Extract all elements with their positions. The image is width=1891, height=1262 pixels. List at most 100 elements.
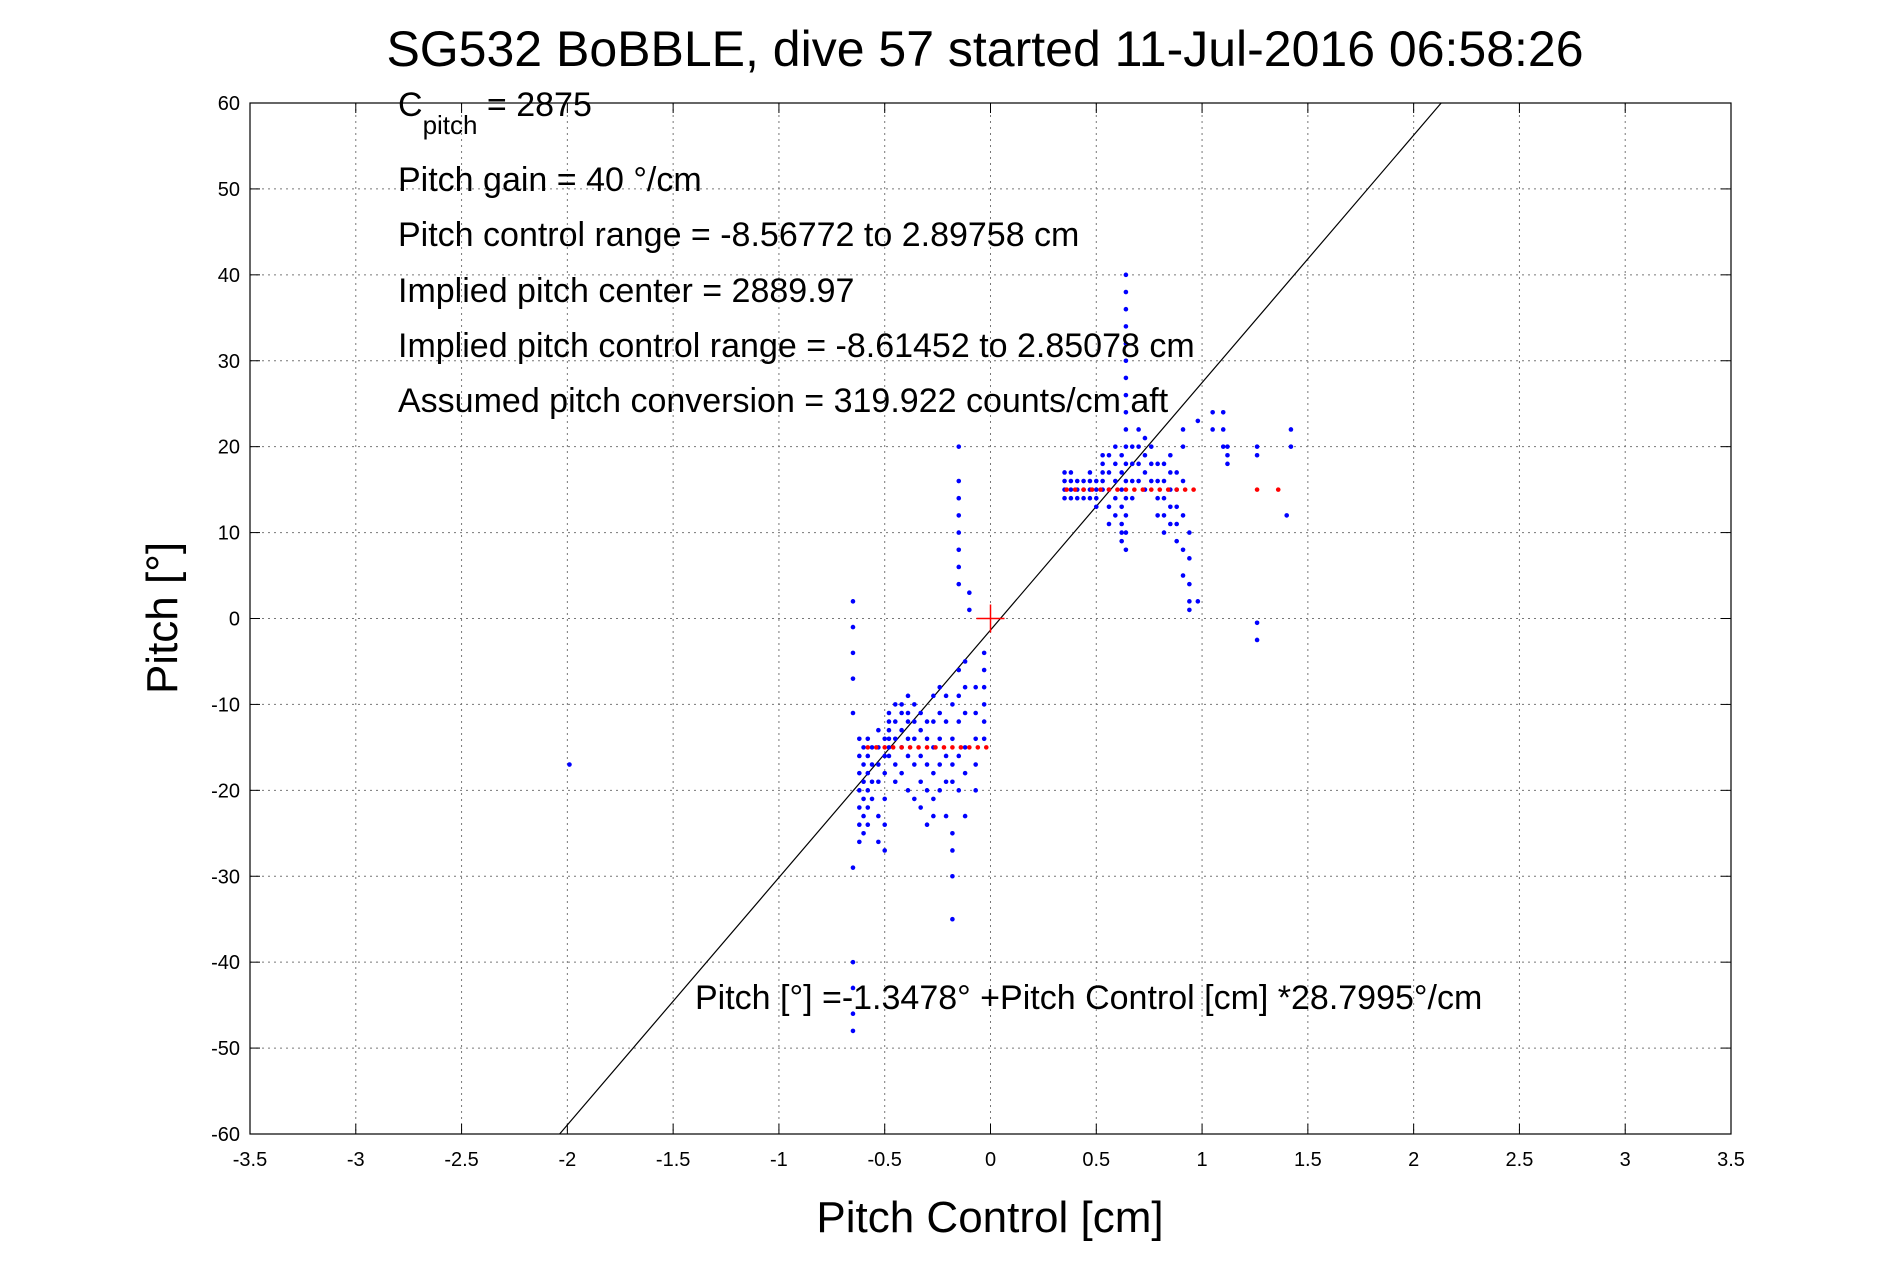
observed-point	[850, 710, 856, 716]
observed-point	[1129, 444, 1135, 449]
observed-point	[892, 702, 898, 707]
observed-point	[1168, 470, 1173, 475]
observed-point	[1123, 530, 1129, 535]
observed-point	[924, 788, 930, 793]
observed-point	[857, 770, 862, 776]
observed-point	[899, 710, 904, 716]
observed-point	[950, 779, 955, 785]
x-tick-label: -3	[347, 1149, 365, 1171]
observed-point	[861, 796, 866, 802]
observed-point	[1155, 495, 1160, 501]
observed-point	[924, 736, 930, 742]
target-point	[1174, 487, 1179, 492]
observed-point	[1087, 495, 1093, 501]
annotation-line-2: Pitch control range = -8.56772 to 2.8975…	[398, 216, 1079, 254]
observed-point	[905, 719, 911, 724]
annotation-c-pitch: Cpitch = 2875	[398, 86, 592, 140]
observed-point	[850, 959, 856, 965]
observed-point	[1123, 375, 1129, 381]
observed-point	[1180, 547, 1186, 553]
target-point	[899, 745, 904, 750]
observed-point	[886, 745, 892, 750]
observed-point	[850, 650, 856, 656]
observed-point	[1100, 478, 1105, 484]
observed-point	[973, 788, 978, 793]
observed-point	[950, 830, 955, 836]
observed-point	[899, 727, 904, 733]
annotation-line-1: Pitch gain = 40 °/cm	[398, 161, 702, 199]
observed-point	[1123, 461, 1129, 467]
observed-point	[869, 762, 875, 767]
observed-point	[865, 805, 871, 810]
observed-point	[1113, 478, 1118, 484]
annotation-line-3: Implied pitch center = 2889.97	[398, 272, 854, 310]
observed-point	[861, 745, 866, 750]
observed-point	[1093, 478, 1099, 484]
observed-point	[956, 564, 962, 570]
observed-point	[1161, 495, 1167, 501]
observed-point	[981, 684, 987, 690]
observed-point	[865, 770, 871, 776]
observed-point	[1148, 444, 1154, 449]
observed-point	[1113, 495, 1118, 501]
observed-point	[876, 779, 881, 785]
observed-point	[882, 796, 888, 802]
x-tick-label: 0	[985, 1149, 996, 1171]
observed-point	[1288, 427, 1294, 432]
observed-point	[1254, 637, 1260, 643]
observed-point	[918, 710, 923, 716]
observed-point	[1174, 470, 1179, 475]
observed-point	[1225, 444, 1230, 449]
observed-point	[950, 873, 955, 879]
x-tick-label: -2	[558, 1149, 576, 1171]
observed-point	[886, 736, 892, 742]
observed-point	[937, 710, 943, 716]
observed-point	[1210, 410, 1215, 415]
data-points	[567, 272, 1294, 1034]
observed-point	[1155, 513, 1160, 518]
observed-point	[1225, 452, 1230, 458]
observed-point	[1087, 478, 1093, 484]
observed-point	[882, 848, 888, 853]
observed-point	[1068, 478, 1074, 484]
observed-point	[1123, 272, 1129, 278]
observed-point	[1129, 478, 1135, 484]
observed-point	[1161, 478, 1167, 484]
observed-point	[931, 813, 936, 819]
observed-point	[1119, 452, 1124, 458]
observed-point	[1119, 530, 1124, 535]
observed-point	[1155, 478, 1160, 484]
observed-point	[850, 865, 856, 870]
target-point	[1191, 487, 1196, 492]
observed-point	[1187, 581, 1192, 587]
observed-point	[956, 495, 962, 501]
observed-point	[1168, 452, 1173, 458]
observed-point	[962, 684, 968, 690]
observed-point	[1136, 478, 1141, 484]
x-tick-label: 3	[1620, 1149, 1631, 1171]
target-point	[1098, 487, 1103, 492]
observed-point	[850, 1028, 856, 1034]
target-point	[950, 745, 955, 750]
observed-point	[1129, 461, 1135, 467]
observed-point	[905, 753, 911, 759]
y-tick-label: -20	[211, 780, 240, 802]
observed-point	[1119, 504, 1124, 510]
y-tick-label: 30	[218, 351, 240, 373]
observed-point	[956, 753, 962, 759]
observed-point	[1129, 495, 1135, 501]
observed-point	[1062, 478, 1067, 484]
observed-point	[1113, 461, 1118, 467]
observed-point	[861, 813, 866, 819]
observed-point	[1123, 306, 1129, 312]
observed-point	[1180, 573, 1186, 578]
y-tick-label: 40	[218, 265, 240, 287]
observed-point	[1174, 538, 1179, 544]
observed-point	[924, 719, 930, 724]
observed-point	[857, 805, 862, 810]
observed-point	[857, 753, 862, 759]
y-axis-label: Pitch [°]	[138, 542, 187, 694]
x-tick-label: 2	[1408, 1149, 1419, 1171]
observed-point	[1180, 478, 1186, 484]
observed-point	[1180, 427, 1186, 432]
